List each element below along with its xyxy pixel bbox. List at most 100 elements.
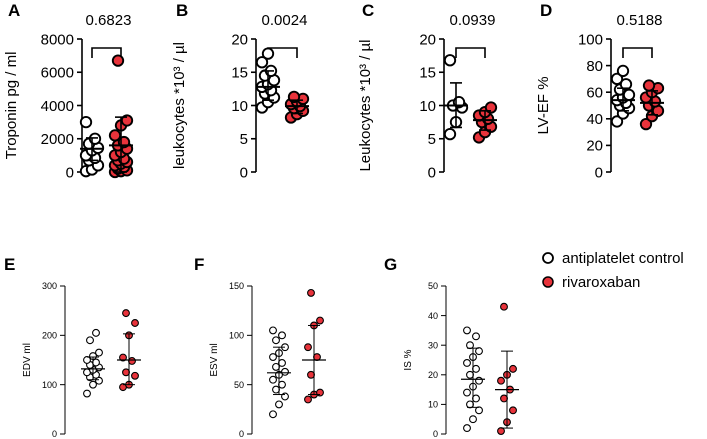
y-tick-label: 8000 <box>41 31 74 48</box>
legend-label-rivaroxaban: rivaroxaban <box>562 274 640 291</box>
data-point <box>443 127 457 141</box>
data-point <box>497 376 505 385</box>
data-point <box>475 347 483 356</box>
y-tick-label: 60 <box>586 84 603 101</box>
data-point <box>472 394 480 403</box>
data-point <box>83 389 91 398</box>
data-point <box>610 115 624 128</box>
data-point <box>255 56 269 69</box>
panel-letter-d: D <box>540 1 552 20</box>
data-point <box>497 427 505 435</box>
data-point <box>92 328 100 337</box>
y-tick-label: 50 <box>428 281 438 291</box>
y-tick-label: 0 <box>433 429 438 439</box>
p-value-label: 0.0024 <box>262 12 308 29</box>
significance-bracket <box>455 47 486 58</box>
series-rivaroxaban <box>284 90 310 124</box>
y-tick-label: 0 <box>595 164 603 181</box>
y-tick-label: 2000 <box>41 131 74 148</box>
data-point <box>307 288 315 297</box>
data-point <box>119 353 127 362</box>
series-control <box>461 326 485 433</box>
panel-letter-f: F <box>194 255 204 274</box>
y-tick-label: 5 <box>240 131 248 148</box>
series-rivaroxaban <box>639 79 665 131</box>
panel-e: E 0 100 200 300 EDV ml <box>4 255 141 439</box>
y-tick-label: 0 <box>240 164 248 181</box>
panel-c: C 0 5 10 15 20 Leukocytes *10³ / µl 0.0939 <box>357 1 498 181</box>
y-tick-label: 10 <box>419 98 436 115</box>
series-control <box>79 115 105 178</box>
data-point <box>463 424 471 433</box>
y-tick-label: 200 <box>42 330 57 340</box>
y-tick-label: 0 <box>428 164 436 181</box>
y-tick-label: 0 <box>66 164 74 181</box>
data-point <box>275 400 283 409</box>
data-point <box>466 341 474 350</box>
data-point <box>463 359 471 367</box>
legend-label-control: antiplatelet control <box>562 250 684 267</box>
data-point <box>281 367 289 376</box>
panel-g: G 0 10 20 30 40 50 IS % <box>384 255 519 439</box>
panel-letter-b: B <box>176 1 188 20</box>
series-rivaroxaban <box>117 309 141 392</box>
data-point <box>463 326 471 335</box>
y-tick-label: 20 <box>419 31 436 48</box>
data-point <box>95 348 103 357</box>
panel-letter-a: A <box>8 1 20 20</box>
y-tick-label: 6000 <box>41 65 74 82</box>
legend-marker-rivaroxaban <box>542 276 554 288</box>
data-point <box>304 343 312 352</box>
panel-a: A 0 2000 4000 6000 8000 Troponin pg / ml 0.6823 <box>3 1 134 181</box>
data-point <box>304 395 312 404</box>
series-control <box>255 47 281 114</box>
data-point <box>92 358 100 367</box>
data-point <box>278 359 286 367</box>
data-point <box>642 79 656 92</box>
data-point <box>111 54 125 67</box>
data-point <box>269 326 277 335</box>
series-rivaroxaban <box>302 288 326 404</box>
y-tick-label: 20 <box>231 31 248 48</box>
y-axis-label: Troponin pg / ml <box>3 52 20 160</box>
panel-letter-c: C <box>362 1 374 20</box>
data-point <box>610 72 624 86</box>
p-value-label: 0.6823 <box>86 12 132 29</box>
data-point <box>122 309 130 318</box>
series-rivaroxaban <box>495 302 519 435</box>
significance-bracket <box>91 47 122 58</box>
series-control <box>267 326 291 419</box>
y-axis-label: LV-EF % <box>535 76 552 134</box>
data-point <box>472 364 480 373</box>
y-tick-label: 4000 <box>41 98 74 115</box>
data-point <box>122 368 130 377</box>
y-axis-label: EDV ml <box>22 343 33 377</box>
legend: antiplatelet control rivaroxaban <box>542 250 684 291</box>
data-point <box>475 406 483 415</box>
series-control <box>443 54 469 141</box>
y-tick-label: 100 <box>229 330 244 340</box>
y-tick-label: 0 <box>239 429 244 439</box>
data-point <box>108 129 122 142</box>
y-tick-label: 150 <box>229 281 244 291</box>
data-point <box>509 406 517 415</box>
series-control <box>610 64 636 128</box>
data-point <box>272 336 280 345</box>
y-tick-label: 10 <box>428 400 438 410</box>
data-point <box>475 376 483 385</box>
y-tick-label: 15 <box>231 65 248 82</box>
data-point <box>131 319 139 327</box>
y-tick-label: 10 <box>231 98 248 115</box>
p-value-label: 0.0939 <box>450 12 496 29</box>
panel-d: D 0 20 40 60 80 100 LV-EF % 0.5188 <box>535 1 665 181</box>
data-point <box>469 415 477 424</box>
y-axis-label: leukocytes *10³ / µl <box>171 42 188 169</box>
data-point <box>269 353 277 361</box>
data-point <box>466 400 474 409</box>
y-tick-label: 40 <box>428 311 438 321</box>
y-tick-label: 20 <box>428 370 438 380</box>
data-point <box>639 117 653 131</box>
data-point <box>509 364 517 373</box>
data-point <box>278 331 286 340</box>
